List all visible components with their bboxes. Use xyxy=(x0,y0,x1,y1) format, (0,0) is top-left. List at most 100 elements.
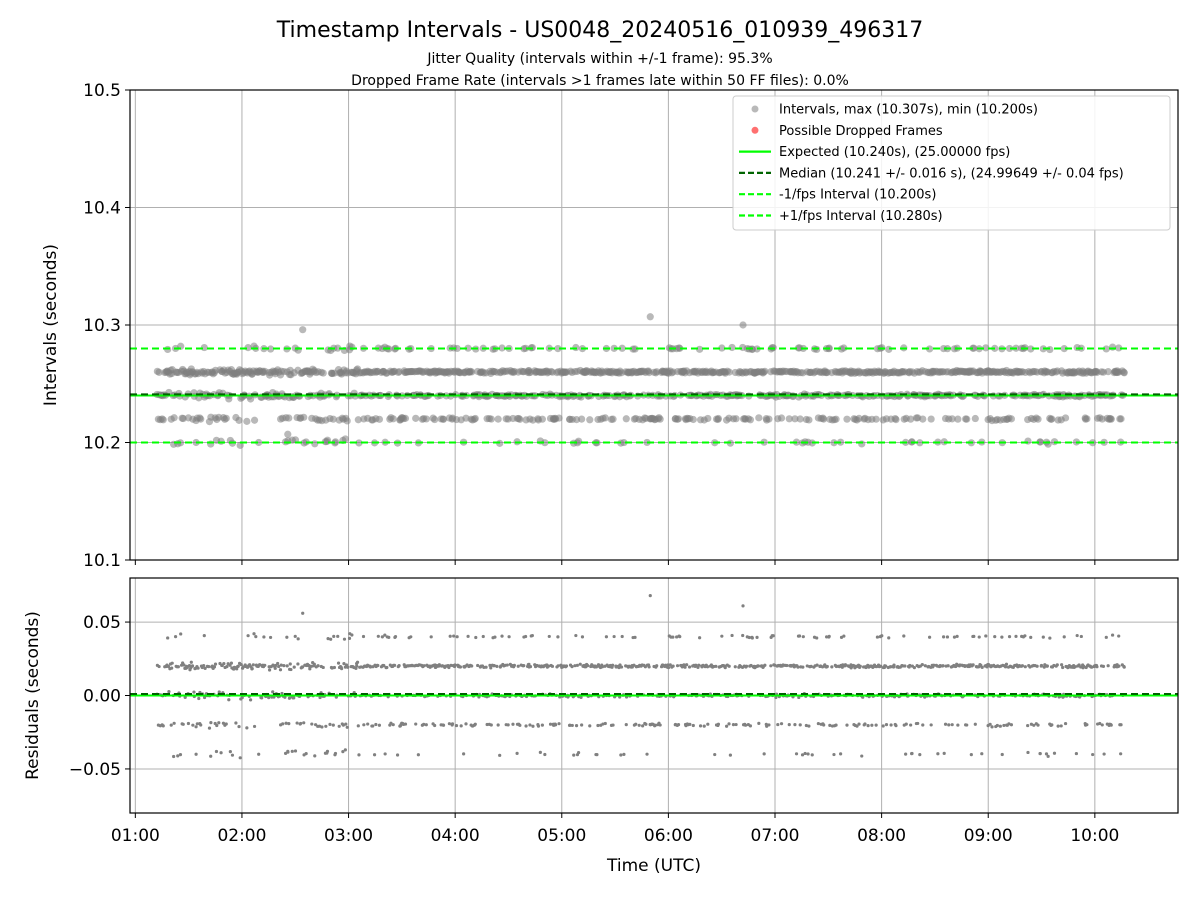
residual-point xyxy=(429,635,433,639)
residual-point xyxy=(257,752,261,756)
residual-point xyxy=(308,667,312,671)
chart-subtitle-dropped: Dropped Frame Rate (intervals >1 frames … xyxy=(351,73,849,89)
interval-point xyxy=(586,416,594,424)
residual-point xyxy=(705,665,710,669)
residual-point xyxy=(840,665,844,669)
residual-point xyxy=(191,723,195,727)
residual-point xyxy=(910,751,914,756)
residual-point xyxy=(1073,665,1077,669)
interval-point xyxy=(329,415,337,423)
residual-point xyxy=(870,723,874,727)
interval-point xyxy=(412,414,420,422)
residual-point xyxy=(1048,636,1052,640)
interval-point xyxy=(300,413,308,421)
residual-point xyxy=(209,721,213,725)
x-tick-label: 01:00 xyxy=(111,826,160,846)
residual-point xyxy=(579,695,583,700)
residual-point xyxy=(202,634,206,638)
residual-point xyxy=(240,695,244,700)
residual-point xyxy=(927,635,932,639)
residual-point xyxy=(273,666,277,670)
residual-point xyxy=(596,723,600,728)
residual-point xyxy=(947,723,951,727)
residual-point xyxy=(424,723,428,727)
residual-point xyxy=(1036,723,1040,727)
residual-point xyxy=(170,661,174,665)
interval-point xyxy=(954,415,962,423)
residual-point xyxy=(624,723,628,727)
residual-point xyxy=(918,752,922,757)
residual-point xyxy=(1085,723,1089,727)
interval-point xyxy=(631,345,639,353)
residual-point xyxy=(1032,723,1036,727)
residual-point xyxy=(546,664,551,668)
residual-point xyxy=(492,663,496,668)
residual-point xyxy=(815,636,819,640)
residual-point xyxy=(594,665,599,669)
residual-point xyxy=(448,634,452,638)
interval-point-outlier xyxy=(739,321,747,329)
interval-point xyxy=(963,415,971,423)
residual-point xyxy=(678,634,682,639)
interval-point xyxy=(1036,438,1044,446)
residual-point xyxy=(287,696,292,700)
residual-point xyxy=(538,750,542,754)
residual-point xyxy=(374,722,378,727)
residual-point xyxy=(1000,752,1004,757)
residual-point xyxy=(299,721,303,726)
residual-point xyxy=(267,668,272,672)
residual-point xyxy=(489,723,493,727)
residual-point xyxy=(252,632,256,636)
interval-point xyxy=(919,415,927,423)
residual-point xyxy=(720,634,724,638)
residual-point xyxy=(658,723,662,727)
residual-point xyxy=(1014,634,1018,639)
interval-point xyxy=(471,414,479,423)
residual-point xyxy=(945,635,950,639)
residual-point xyxy=(887,636,891,640)
residual-point xyxy=(851,663,856,668)
residual-point xyxy=(189,660,193,664)
residual-point xyxy=(277,664,281,669)
residual-point xyxy=(498,753,502,757)
residual-point xyxy=(251,663,255,667)
residual-point xyxy=(505,663,509,667)
residual-point xyxy=(612,634,616,639)
residual-point xyxy=(547,634,551,639)
residual-point xyxy=(685,663,689,667)
residual-point xyxy=(466,634,470,638)
interval-point xyxy=(236,441,244,449)
residual-point xyxy=(285,635,289,639)
y-tick-label: 10.5 xyxy=(83,81,121,101)
residual-point xyxy=(977,635,981,639)
chart-title: Timestamp Intervals - US0048_20240516_01… xyxy=(276,18,923,43)
residual-point xyxy=(779,722,784,726)
residual-point xyxy=(884,723,889,727)
residual-point xyxy=(1002,723,1006,728)
residual-point xyxy=(554,723,558,727)
y-tick-label: 0.05 xyxy=(83,613,121,633)
residual-point xyxy=(385,665,389,670)
interval-point xyxy=(222,414,230,422)
residual-point xyxy=(1026,723,1030,728)
residual-point xyxy=(576,751,581,755)
interval-point xyxy=(334,344,342,352)
residual-point xyxy=(258,663,262,667)
residual-point xyxy=(874,723,878,727)
residual-point xyxy=(572,753,576,757)
residual-point xyxy=(222,662,226,666)
residual-point xyxy=(830,665,834,669)
residual-point xyxy=(733,665,737,669)
legend-box xyxy=(732,95,1171,231)
residual-point xyxy=(839,752,843,756)
residual-point xyxy=(785,663,789,668)
residual-point xyxy=(166,636,170,640)
residual-point xyxy=(586,664,590,668)
interval-point xyxy=(1048,415,1056,423)
residual-point xyxy=(484,665,488,669)
residual-point xyxy=(995,723,999,728)
residual-point xyxy=(169,723,173,727)
residual-point xyxy=(167,690,171,694)
residual-point xyxy=(929,723,933,727)
residual-point xyxy=(344,722,348,726)
